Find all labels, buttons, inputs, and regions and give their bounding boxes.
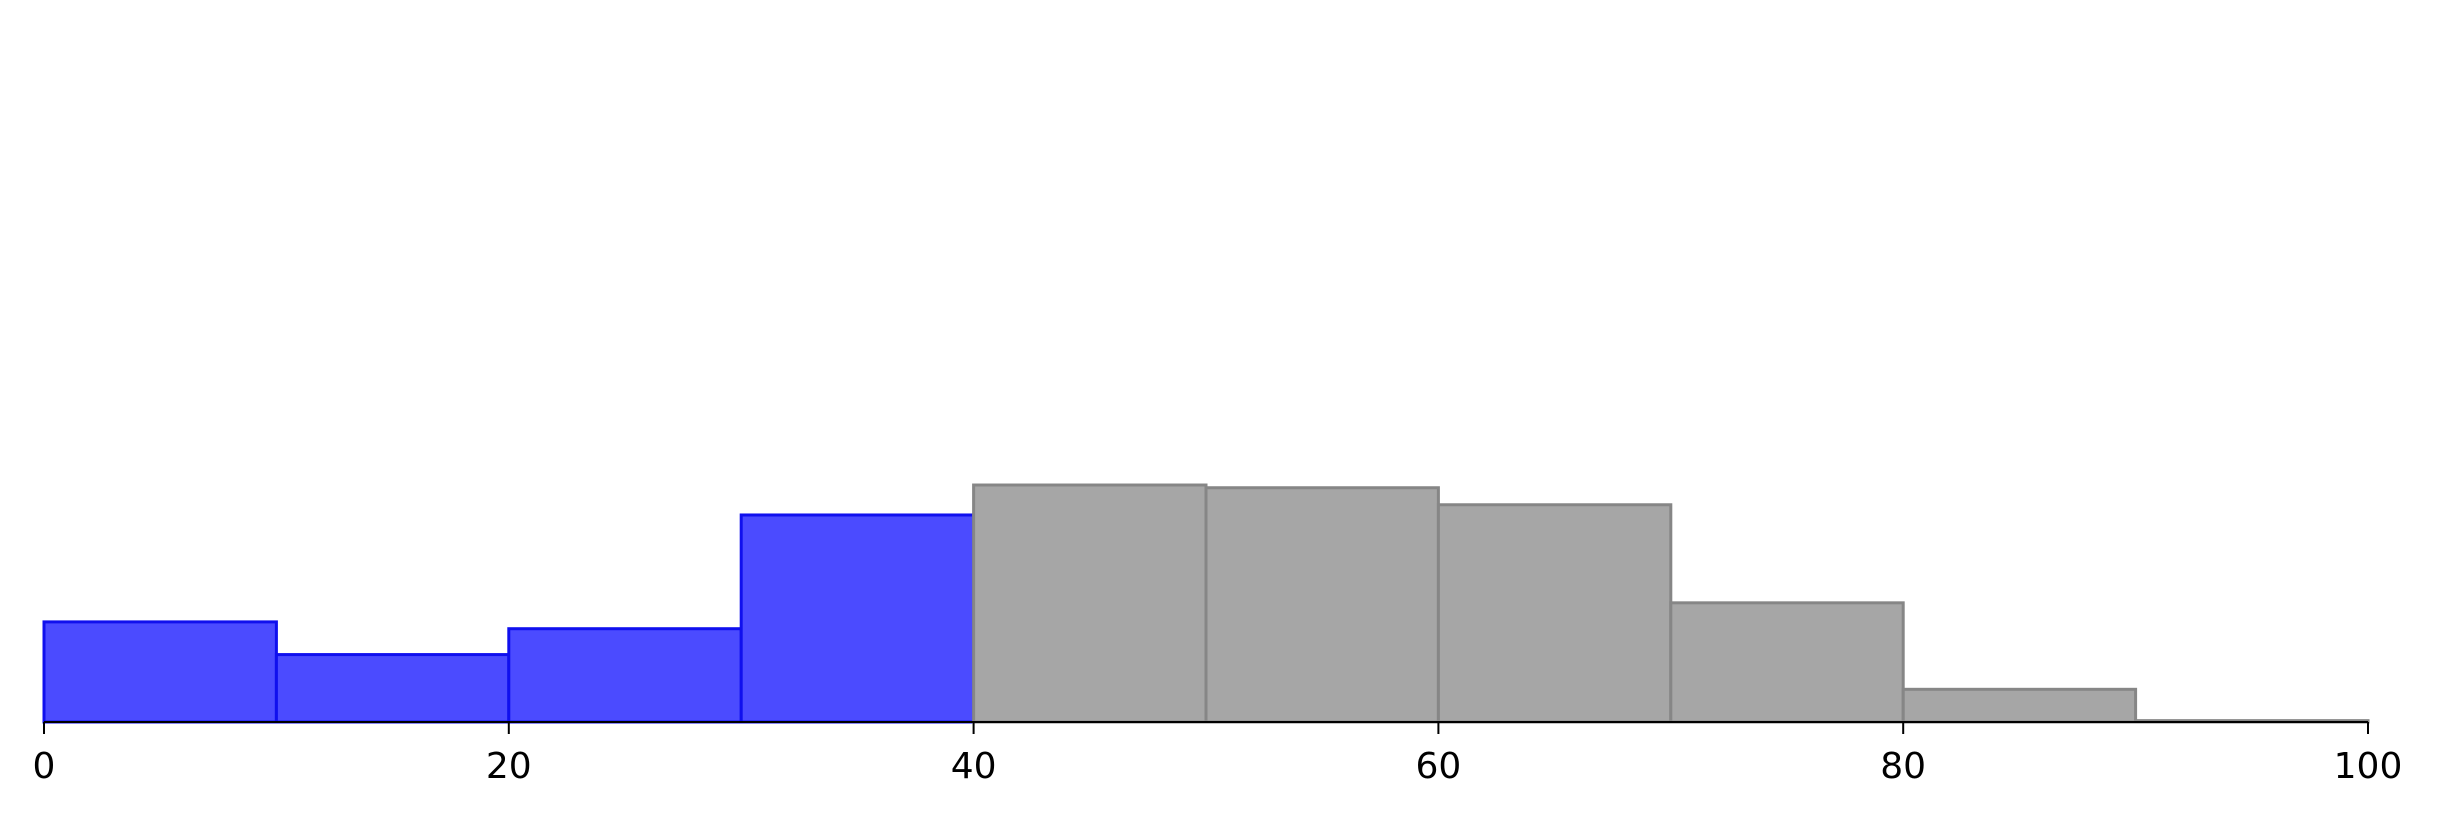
histogram-bar-series1-bin50: [1204, 486, 1440, 724]
x-tick-label-20: 20: [486, 746, 532, 787]
histogram-bar-series0-bin20: [507, 627, 743, 724]
x-tick-label-80: 80: [1880, 746, 1926, 787]
histogram-bar-series0-bin0: [42, 620, 278, 724]
x-tick-label-60: 60: [1415, 746, 1461, 787]
histogram-bar-series1-bin40: [972, 483, 1208, 724]
histogram-bar-series1-bin70: [1669, 601, 1905, 724]
histogram-bar-series1-bin80: [1901, 687, 2138, 724]
x-tick-label-0: 0: [33, 746, 56, 787]
histogram-bar-series1-bin60: [1436, 503, 1673, 724]
x-tick-label-40: 40: [951, 746, 997, 787]
x-ticks-layer: 0 20 40 60 80 100: [33, 722, 2403, 787]
histogram-bar-series0-bin30: [739, 513, 976, 724]
x-tick-label-100: 100: [2334, 746, 2403, 787]
bars-layer: [42, 483, 2370, 724]
histogram-bar-series0-bin10: [274, 653, 511, 724]
